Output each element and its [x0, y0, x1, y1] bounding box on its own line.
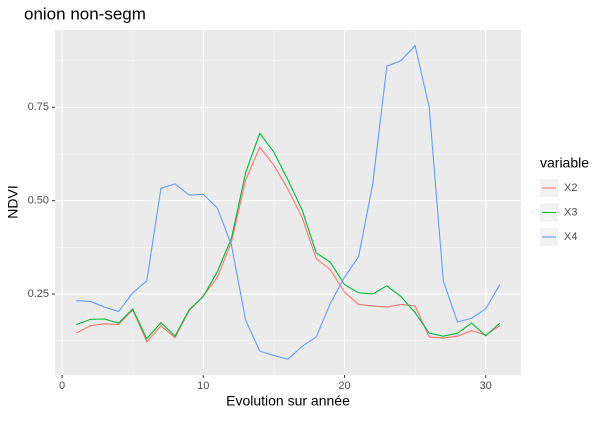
x-axis-label: Evolution sur année — [226, 393, 350, 409]
x-tick-label: 20 — [338, 380, 350, 392]
y-axis-label: NDVI — [5, 185, 21, 218]
line — [75, 146, 501, 343]
y-tick-label: 0.25 — [28, 288, 49, 300]
marks — [75, 44, 501, 360]
y-tick-label: 0.75 — [28, 101, 49, 113]
legend-label: X2 — [564, 182, 577, 194]
x-tick-label: 10 — [197, 380, 209, 392]
chart-title: onion non-segm — [24, 4, 146, 23]
line — [75, 132, 501, 340]
x-tick-label: 0 — [59, 380, 65, 392]
legend-label: X3 — [564, 206, 577, 218]
line — [76, 44, 501, 360]
legend-title: variable — [540, 155, 589, 171]
grid — [55, 30, 521, 375]
legend-label: X4 — [564, 231, 577, 243]
panel — [55, 30, 521, 375]
x-tick-label: 30 — [480, 380, 492, 392]
y-tick-label: 0.50 — [28, 195, 49, 207]
